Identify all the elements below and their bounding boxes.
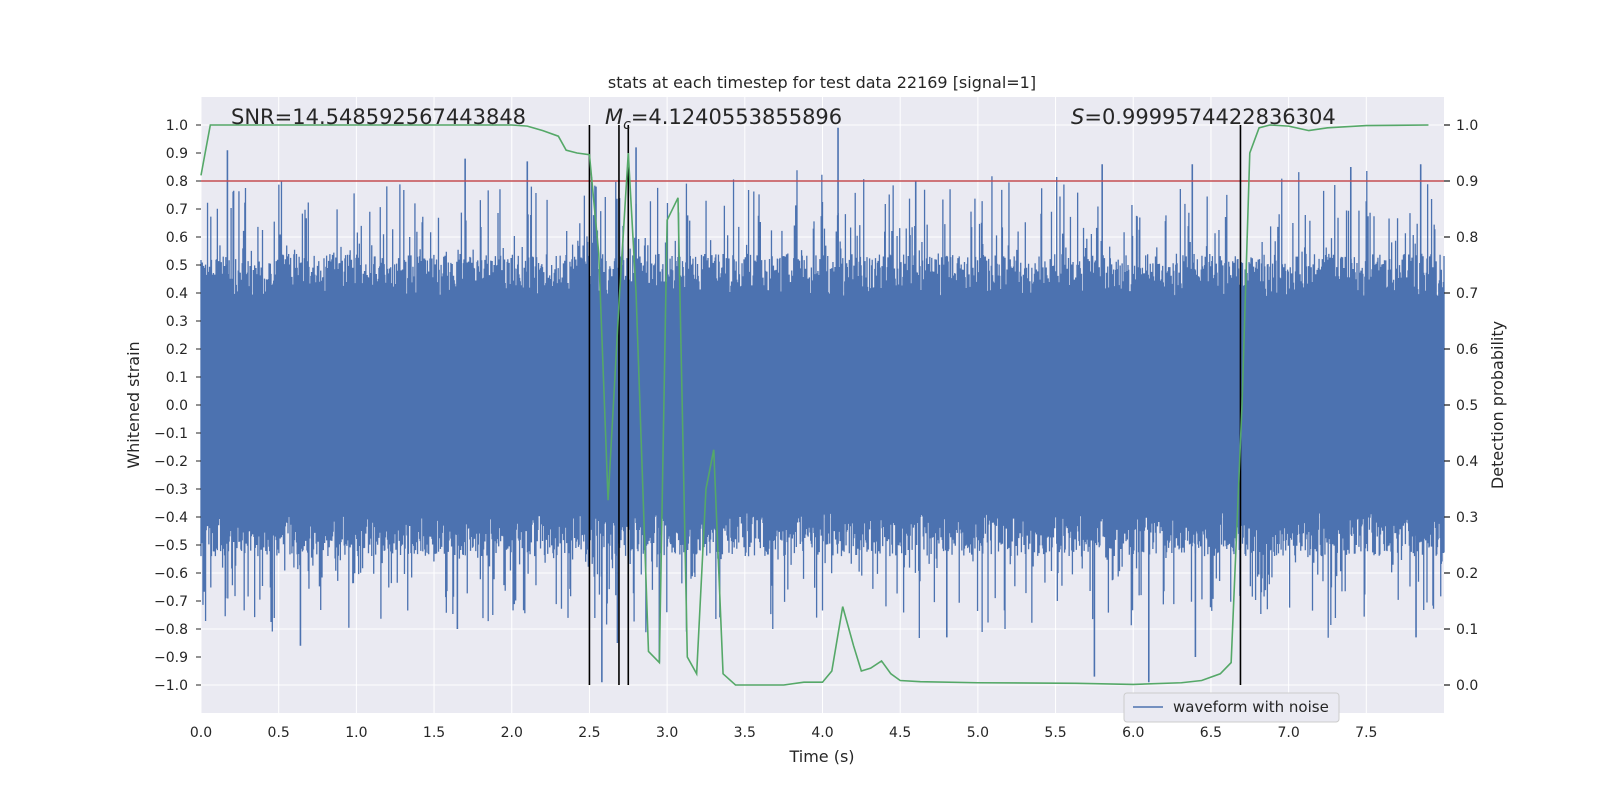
y-tick-label: 0.3 — [166, 314, 188, 330]
chart-title: stats at each timestep for test data 221… — [608, 73, 1036, 92]
score-value: =0.9999574422836304 — [1084, 105, 1335, 129]
x-tick-label: 7.0 — [1277, 725, 1299, 741]
y2-tick-label: 0.2 — [1456, 566, 1478, 582]
waveform-series — [200, 127, 1445, 683]
x-tick-label: 4.5 — [889, 725, 911, 741]
y-tick-label: 0.0 — [166, 398, 188, 414]
snr-annotation: SNR=14.548592567443848 — [231, 105, 526, 129]
legend: waveform with noise — [1123, 692, 1340, 723]
y-tick-label: 0.5 — [166, 258, 188, 274]
y-tick-label: −0.7 — [154, 594, 188, 610]
x-tick-label: 6.0 — [1122, 725, 1144, 741]
y-tick-label: −0.8 — [154, 622, 188, 638]
y-axis-label: Whitened strain — [124, 341, 143, 468]
x-axis-label: Time (s) — [788, 747, 854, 766]
x-tick-label: 3.0 — [656, 725, 678, 741]
y2-tick-label: 1.0 — [1456, 118, 1478, 134]
y-tick-label: 0.9 — [166, 146, 188, 162]
y2-axis-label: Detection probability — [1488, 321, 1507, 489]
y-tick-label: 1.0 — [166, 118, 188, 134]
y-tick-label: −1.0 — [154, 678, 188, 694]
y-tick-label: −0.9 — [154, 650, 188, 666]
score-symbol: S — [1071, 105, 1084, 129]
y2-tick-label: 0.9 — [1456, 174, 1478, 190]
vertical-markers — [588, 125, 1242, 685]
waveform-body — [200, 170, 1445, 638]
y-tick-labels: 1.0 0.9 0.8 0.7 0.6 0.5 0.4 0.3 0.2 0.1 0.0 −0.1 −0.… — [154, 118, 201, 694]
x-tick-label: 0.5 — [268, 725, 290, 741]
y2-tick-label: 0.1 — [1456, 622, 1478, 638]
y-tick-label: 0.2 — [166, 342, 188, 358]
chirp-mass-annotation: Mc=4.1240553855896 — [605, 105, 842, 133]
y2-tick-label: 0.4 — [1456, 454, 1478, 470]
x-tick-label: 3.5 — [734, 725, 756, 741]
x-tick-label: 2.0 — [501, 725, 523, 741]
y-tick-label: 0.4 — [166, 286, 188, 302]
y-tick-label: −0.2 — [154, 454, 188, 470]
chirp-mass-symbol: M — [605, 105, 623, 129]
x-tick-labels: 0.0 0.5 1.0 1.5 2.0 2.5 3.0 3.5 4.0 4.5 5.0 5.5 6.0 6… — [190, 725, 1378, 741]
detection-probability-line — [200, 124, 1429, 686]
x-tick-label: 6.5 — [1200, 725, 1222, 741]
x-tick-label: 1.5 — [423, 725, 445, 741]
y-tick-label: −0.6 — [154, 566, 188, 582]
x-tick-label: 7.5 — [1355, 725, 1377, 741]
x-tick-label: 5.5 — [1044, 725, 1066, 741]
y-tick-label: −0.1 — [154, 426, 188, 442]
x-tick-label: 5.0 — [967, 725, 989, 741]
y-tick-label: 0.6 — [166, 230, 188, 246]
y-tick-label: −0.5 — [154, 538, 188, 554]
x-tick-label: 4.0 — [811, 725, 833, 741]
y2-tick-label: 0.3 — [1456, 510, 1478, 526]
x-tick-label: 1.0 — [345, 725, 367, 741]
y2-tick-label: 0.5 — [1456, 398, 1478, 414]
y2-tick-labels: 1.0 0.9 0.8 0.7 0.6 0.5 0.4 0.3 0.2 0.1 0.0 — [1444, 118, 1478, 694]
chirp-mass-subscript: c — [623, 117, 631, 133]
x-tick-label: 0.0 — [190, 725, 212, 741]
legend-box — [1123, 692, 1340, 723]
legend-label: waveform with noise — [1173, 698, 1329, 716]
x-tick-label: 2.5 — [578, 725, 600, 741]
y-tick-label: 0.7 — [166, 202, 188, 218]
y2-tick-label: 0.7 — [1456, 286, 1478, 302]
detection-probability-series — [200, 124, 1429, 686]
chirp-mass-value: =4.1240553855896 — [631, 105, 842, 129]
y2-tick-label: 0.0 — [1456, 678, 1478, 694]
y-tick-label: 0.8 — [166, 174, 188, 190]
y-tick-label: −0.4 — [154, 510, 188, 526]
score-annotation: S=0.9999574422836304 — [1071, 105, 1336, 129]
y2-tick-label: 0.8 — [1456, 230, 1478, 246]
y2-tick-label: 0.6 — [1456, 342, 1478, 358]
y-tick-label: 0.1 — [166, 370, 188, 386]
y-tick-label: −0.3 — [154, 482, 188, 498]
